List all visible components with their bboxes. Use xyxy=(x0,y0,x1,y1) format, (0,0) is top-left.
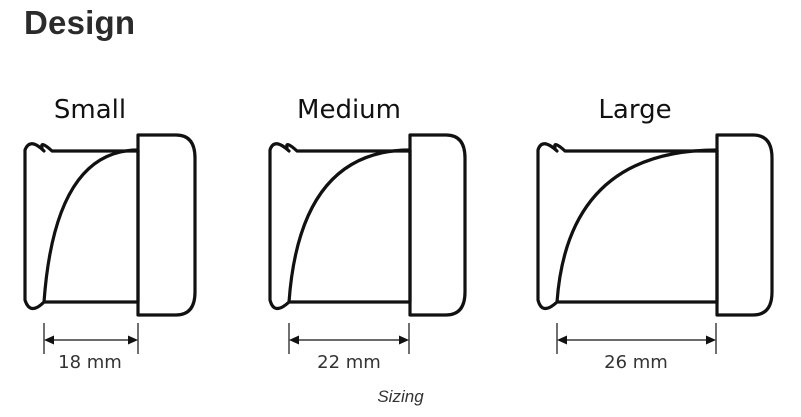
plug-small: Small 18 mm xyxy=(23,95,197,373)
size-label-large: Large xyxy=(598,95,671,125)
plug-medium: Medium 22 mm xyxy=(268,95,467,373)
dim-small-arrow-left xyxy=(44,335,54,345)
figure-caption: Sizing xyxy=(377,387,424,406)
plug-medium-outline xyxy=(268,142,412,311)
dim-medium-arrow-left xyxy=(289,335,299,345)
dim-large-arrow-left xyxy=(557,335,567,345)
plug-medium-body xyxy=(285,143,412,153)
measure-label-small: 18 mm xyxy=(58,352,122,373)
plug-large-body xyxy=(553,143,719,153)
dim-large-arrow-right xyxy=(706,335,716,345)
section-heading: Design xyxy=(24,4,136,41)
plug-small-body xyxy=(40,143,140,153)
dim-small-arrow-right xyxy=(128,335,138,345)
plug-small-cap xyxy=(136,133,197,317)
plug-medium-cap xyxy=(408,133,467,317)
plug-large-outline xyxy=(536,142,719,311)
measure-label-large: 26 mm xyxy=(604,352,668,373)
dim-medium-arrow-right xyxy=(399,335,409,345)
size-label-medium: Medium xyxy=(297,95,401,125)
plug-small-outline xyxy=(23,142,140,311)
plug-large: Large 26 mm xyxy=(536,95,774,373)
size-label-small: Small xyxy=(54,95,126,125)
plug-large-cap xyxy=(715,133,774,317)
measure-label-medium: 22 mm xyxy=(317,352,381,373)
